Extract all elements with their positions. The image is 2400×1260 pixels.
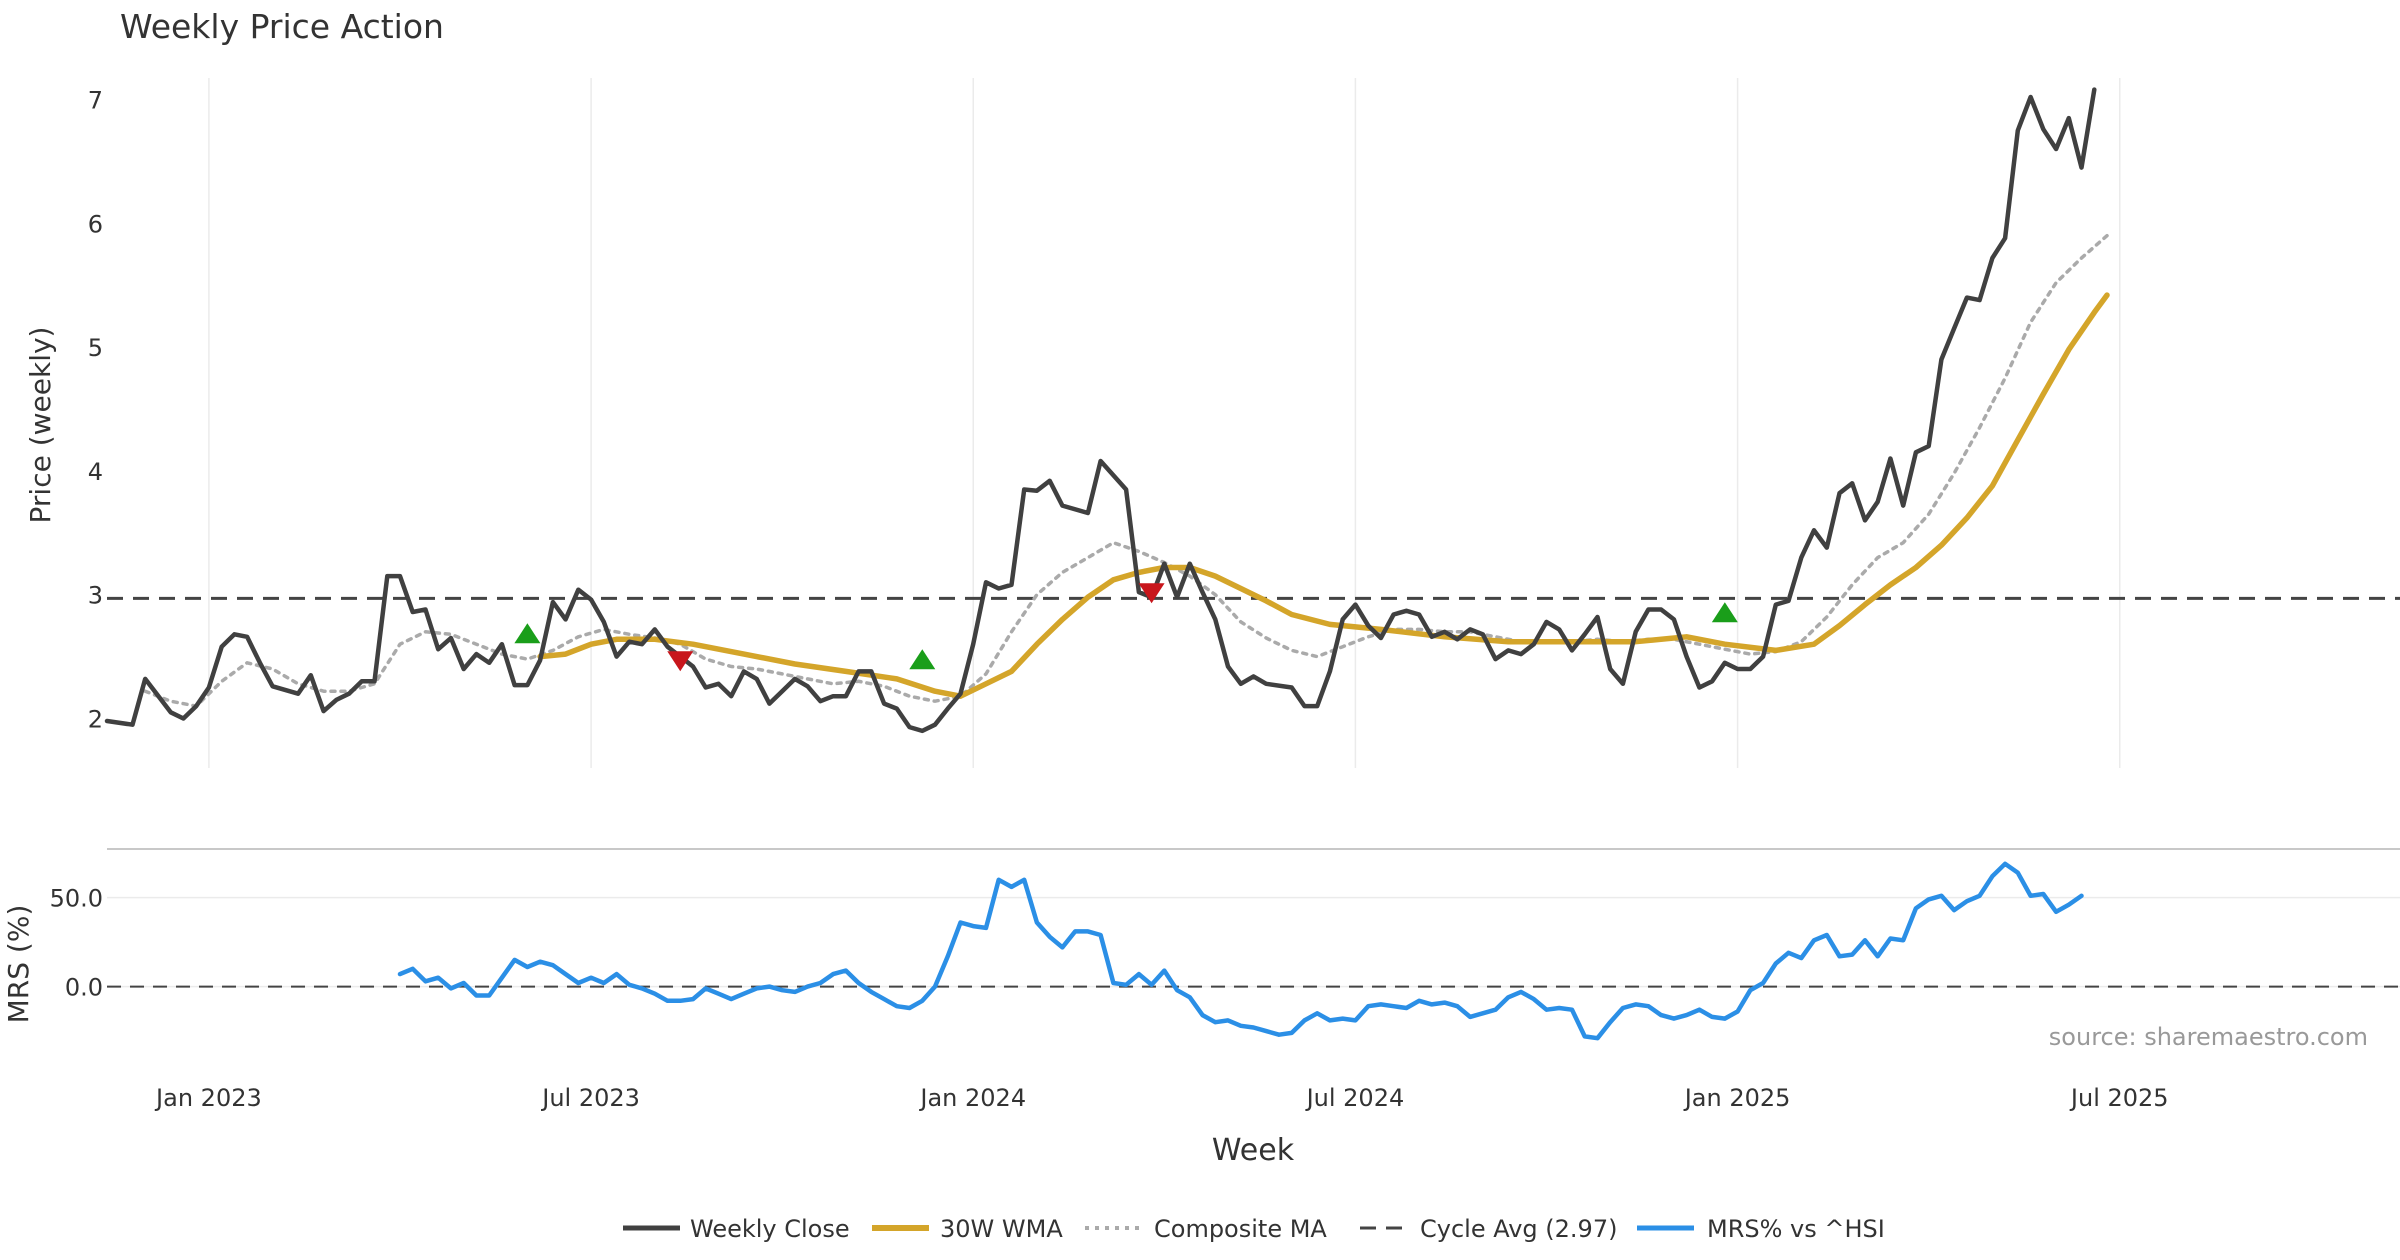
legend-label-cycle: Cycle Avg (2.97) xyxy=(1420,1215,1617,1243)
x-tick-label: Jul 2023 xyxy=(540,1084,640,1112)
x-tick-label: Jan 2023 xyxy=(154,1084,262,1112)
x-tick-label: Jul 2025 xyxy=(2069,1084,2169,1112)
mrs-axis-label: MRS (%) xyxy=(2,905,35,1024)
price-y-ticks: 2 3 4 5 6 7 xyxy=(88,87,103,734)
sell-signal-marker xyxy=(1138,583,1165,604)
mrs-y-tick-label: 0.0 xyxy=(65,974,103,1002)
legend: Weekly Close 30W WMA Composite MA Cycle … xyxy=(623,1215,1885,1243)
legend-label-mrs: MRS% vs ^HSI xyxy=(1707,1215,1885,1243)
legend-cycle-avg: Cycle Avg (2.97) xyxy=(1360,1215,1617,1243)
price-y-tick-label: 5 xyxy=(88,334,103,362)
composite-ma-line xyxy=(143,233,2109,708)
price-y-tick-label: 3 xyxy=(88,582,103,610)
buy-signal-marker xyxy=(909,649,936,670)
legend-composite-ma: Composite MA xyxy=(1085,1215,1327,1243)
wma-30w-line xyxy=(537,292,2110,699)
price-y-tick-label: 6 xyxy=(88,210,103,238)
x-axis-label: Week xyxy=(1212,1133,1295,1168)
buy-signal-marker xyxy=(1711,602,1738,623)
x-ticks: Jan 2023 Jul 2023 Jan 2024 Jul 2024 Jan 2025… xyxy=(154,1084,2169,1112)
mrs-y-tick-label: 50.0 xyxy=(50,885,103,913)
sell-signal-marker xyxy=(667,651,694,672)
legend-wma: 30W WMA xyxy=(872,1215,1063,1243)
legend-label-composite: Composite MA xyxy=(1154,1215,1327,1243)
x-tick-label: Jul 2024 xyxy=(1305,1084,1405,1112)
weekly-close-line xyxy=(104,87,2097,734)
price-y-tick-label: 2 xyxy=(88,705,103,733)
chart-title: Weekly Price Action xyxy=(120,7,444,46)
legend-mrs: MRS% vs ^HSI xyxy=(1637,1215,1885,1243)
price-grid xyxy=(208,78,2121,768)
price-y-tick-label: 7 xyxy=(88,87,103,115)
signal-markers xyxy=(514,583,1738,672)
legend-label-close: Weekly Close xyxy=(690,1215,850,1243)
mrs-line xyxy=(397,861,2084,1041)
price-y-tick-label: 4 xyxy=(88,458,103,486)
price-axis-label: Price (weekly) xyxy=(24,327,57,524)
x-tick-label: Jan 2024 xyxy=(918,1084,1026,1112)
x-tick-label: Jan 2025 xyxy=(1683,1084,1791,1112)
buy-signal-marker xyxy=(514,623,541,644)
mrs-y-ticks: 0.0 50.0 xyxy=(50,885,103,1002)
source-note: source: sharemaestro.com xyxy=(2049,1023,2368,1051)
legend-label-wma: 30W WMA xyxy=(940,1215,1063,1243)
legend-weekly-close: Weekly Close xyxy=(623,1215,850,1243)
